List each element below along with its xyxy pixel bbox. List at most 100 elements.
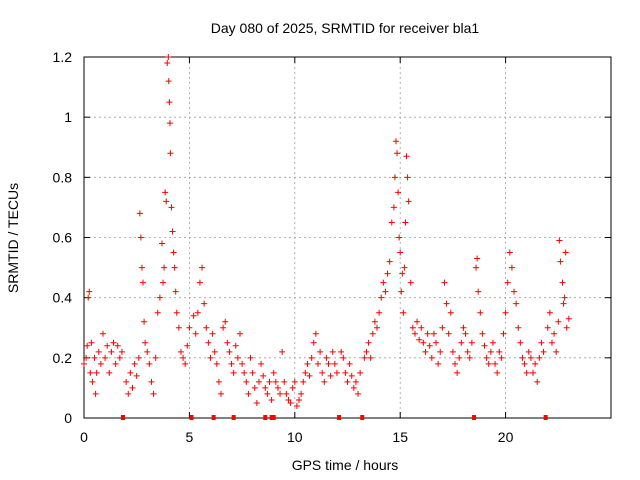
data-point xyxy=(304,360,311,367)
data-point xyxy=(407,279,414,286)
data-point xyxy=(152,354,159,361)
data-point xyxy=(186,324,193,331)
data-point xyxy=(83,354,90,361)
data-point xyxy=(350,384,357,391)
data-point xyxy=(462,330,469,337)
data-point xyxy=(374,324,381,331)
data-point xyxy=(241,369,248,376)
data-point xyxy=(196,279,203,286)
data-point xyxy=(559,279,566,286)
data-point xyxy=(182,360,189,367)
data-point xyxy=(319,369,326,376)
data-point xyxy=(118,348,125,355)
data-point xyxy=(129,384,136,391)
data-point xyxy=(89,378,96,385)
data-point xyxy=(390,204,397,211)
data-point xyxy=(266,378,273,385)
data-point xyxy=(218,390,225,397)
data-point xyxy=(192,330,199,337)
data-point xyxy=(445,330,452,337)
data-point xyxy=(525,348,532,355)
data-point xyxy=(203,324,210,331)
data-point xyxy=(422,348,429,355)
baseline-markers xyxy=(120,415,548,420)
data-point xyxy=(154,309,161,316)
data-point xyxy=(125,390,132,397)
data-point xyxy=(289,384,296,391)
data-point xyxy=(428,354,435,361)
data-point xyxy=(164,60,171,67)
data-point xyxy=(150,390,157,397)
data-point xyxy=(293,402,300,409)
data-point xyxy=(424,330,431,337)
data-point xyxy=(262,384,269,391)
data-point xyxy=(365,339,372,346)
data-point xyxy=(123,378,130,385)
data-point xyxy=(207,354,214,361)
baseline-marker xyxy=(360,415,365,420)
data-points xyxy=(81,54,572,409)
data-point xyxy=(357,369,364,376)
data-point xyxy=(287,399,294,406)
data-point xyxy=(281,378,288,385)
data-point xyxy=(548,339,555,346)
data-point xyxy=(93,369,100,376)
data-point xyxy=(175,324,182,331)
data-point xyxy=(540,348,547,355)
data-point xyxy=(562,249,569,256)
data-point xyxy=(148,378,155,385)
data-point xyxy=(477,309,484,316)
data-point xyxy=(474,255,481,262)
data-point xyxy=(177,348,184,355)
baseline-marker xyxy=(543,415,548,420)
data-point xyxy=(166,99,173,106)
data-point xyxy=(142,339,149,346)
data-point xyxy=(158,240,165,247)
baseline-marker xyxy=(471,415,476,420)
data-point xyxy=(144,348,151,355)
data-point xyxy=(163,198,170,205)
data-point xyxy=(285,396,292,403)
data-point xyxy=(222,318,229,325)
data-point xyxy=(279,348,286,355)
data-point xyxy=(116,354,123,361)
data-point xyxy=(331,360,338,367)
data-point xyxy=(298,390,305,397)
data-point xyxy=(270,369,277,376)
data-point xyxy=(458,339,465,346)
data-point xyxy=(327,372,334,379)
data-point xyxy=(563,324,570,331)
data-point xyxy=(209,330,216,337)
data-point xyxy=(323,354,330,361)
data-point xyxy=(504,279,511,286)
data-point xyxy=(184,342,191,349)
data-point xyxy=(306,372,313,379)
data-point xyxy=(557,258,564,265)
data-point xyxy=(253,399,260,406)
data-point xyxy=(464,348,471,355)
x-tick-label: 20 xyxy=(498,429,514,445)
data-point xyxy=(84,342,91,349)
data-point xyxy=(404,174,411,181)
data-point xyxy=(506,249,513,256)
data-point xyxy=(171,264,178,271)
data-point xyxy=(95,348,102,355)
data-point xyxy=(398,288,405,295)
data-point xyxy=(201,300,208,307)
data-point xyxy=(560,300,567,307)
data-point xyxy=(409,324,416,331)
data-point xyxy=(346,360,353,367)
data-point xyxy=(511,288,518,295)
data-point xyxy=(249,369,256,376)
baseline-marker xyxy=(263,415,268,420)
y-tick-label: 0.2 xyxy=(53,350,73,366)
x-tick-label: 10 xyxy=(287,429,303,445)
data-point xyxy=(485,360,492,367)
data-point xyxy=(146,360,153,367)
data-point xyxy=(310,339,317,346)
data-point xyxy=(236,330,243,337)
data-point xyxy=(397,249,404,256)
data-point xyxy=(508,264,515,271)
data-point xyxy=(426,342,433,349)
data-point xyxy=(371,318,378,325)
